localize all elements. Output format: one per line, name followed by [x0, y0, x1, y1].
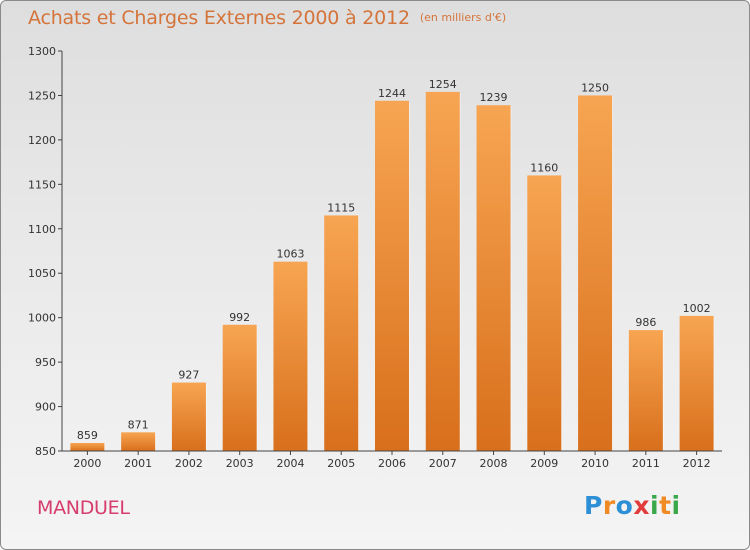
bar-value-label: 1063: [276, 248, 304, 261]
x-tick-label: 2000: [73, 457, 101, 470]
bar-2008: [476, 105, 511, 451]
y-tick-label: 1250: [28, 89, 56, 102]
x-tick-label: 2009: [530, 457, 558, 470]
proxiti-logo: Proxiti: [584, 491, 681, 520]
x-tick-label: 2005: [327, 457, 355, 470]
x-tick-label: 2011: [632, 457, 660, 470]
bar-value-label: 1002: [683, 302, 711, 315]
y-tick-label: 1150: [28, 178, 56, 191]
bar-value-label: 927: [178, 369, 199, 382]
bar-value-label: 859: [77, 429, 98, 442]
y-tick-label: 850: [35, 445, 56, 458]
bar-2000: [70, 443, 105, 451]
bar-2003: [222, 324, 257, 451]
logo-letter: i: [671, 491, 681, 520]
x-tick-label: 2002: [175, 457, 203, 470]
logo-letter: i: [650, 491, 660, 520]
y-tick-label: 1000: [28, 312, 56, 325]
y-tick-label: 900: [35, 401, 56, 414]
city-name: MANDUEL: [37, 497, 130, 519]
bar-2004: [273, 261, 308, 451]
bar-value-label: 1160: [530, 161, 558, 174]
logo-letter: P: [584, 491, 603, 520]
bar-value-label: 1250: [581, 81, 609, 94]
bar-2005: [324, 215, 359, 451]
y-tick-label: 1100: [28, 223, 56, 236]
logo-letter: r: [602, 491, 616, 520]
bar-value-label: 1244: [378, 87, 406, 100]
x-tick-label: 2007: [429, 457, 457, 470]
x-tick-label: 2001: [124, 457, 152, 470]
logo-letter: o: [615, 491, 634, 520]
x-tick-label: 2006: [378, 457, 406, 470]
bar-2011: [628, 330, 663, 451]
bar-2010: [578, 95, 613, 451]
bar-2001: [121, 432, 156, 451]
bar-value-label: 1239: [480, 91, 508, 104]
bar-2002: [171, 382, 206, 451]
x-tick-label: 2012: [683, 457, 711, 470]
bar-2007: [425, 91, 460, 451]
y-tick-label: 950: [35, 356, 56, 369]
bar-2009: [527, 175, 562, 451]
chart-title: Achats et Charges Externes 2000 à 2012: [28, 7, 410, 29]
x-tick-label: 2003: [226, 457, 254, 470]
x-tick-label: 2004: [276, 457, 304, 470]
bar-value-label: 1254: [429, 78, 457, 91]
bar-2012: [679, 315, 714, 451]
x-tick-label: 2008: [480, 457, 508, 470]
logo-letter: x: [633, 491, 650, 520]
chart-unit-label: (en milliers d'€): [419, 11, 507, 24]
bar-value-label: 986: [635, 316, 656, 329]
bar-2006: [375, 100, 409, 452]
logo-letter: t: [659, 491, 672, 520]
y-tick-label: 1300: [28, 45, 56, 58]
y-tick-label: 1050: [28, 267, 56, 280]
y-tick-label: 1200: [28, 134, 56, 147]
bar-value-label: 871: [128, 418, 149, 431]
x-tick-label: 2010: [581, 457, 609, 470]
bar-value-label: 1115: [327, 201, 355, 214]
chart-title-block: Achats et Charges Externes 2000 à 2012 (e…: [28, 7, 506, 29]
bar-value-label: 992: [229, 311, 250, 324]
